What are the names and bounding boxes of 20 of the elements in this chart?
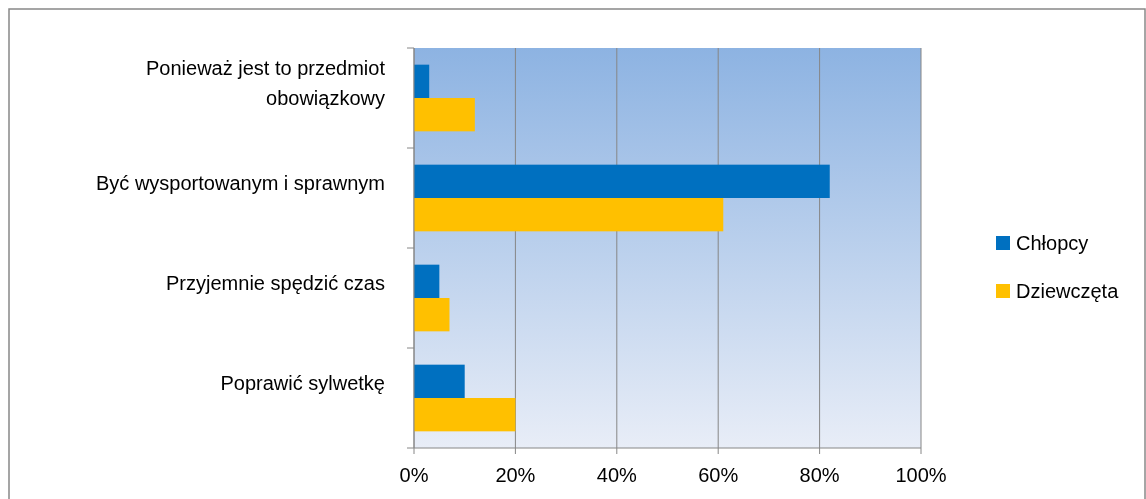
y-tick-label: Poprawić sylwetkę (220, 372, 385, 394)
y-tick-label: Być wysportowanym i sprawnym (96, 172, 385, 194)
legend-label: Dziewczęta (1016, 280, 1120, 302)
bar (414, 64, 430, 98)
x-tick-label: 0% (399, 464, 429, 486)
bar (414, 164, 830, 198)
legend-label: Chłopcy (1016, 232, 1089, 254)
bar (414, 198, 724, 232)
y-tick-label: Ponieważ jest to przedmiot obowiązkowy (145, 57, 386, 109)
x-tick-label: 60% (698, 464, 739, 486)
bar (414, 264, 440, 298)
x-tick-label: 100% (895, 464, 947, 486)
bar (414, 398, 516, 432)
bar (414, 364, 465, 398)
bar (414, 298, 450, 332)
bar (414, 98, 475, 132)
x-tick-label: 40% (596, 464, 638, 486)
y-tick-label: Przyjemnie spędzić czas (166, 272, 385, 294)
x-tick-label: 80% (799, 464, 840, 486)
x-tick-label: 20% (495, 464, 536, 486)
